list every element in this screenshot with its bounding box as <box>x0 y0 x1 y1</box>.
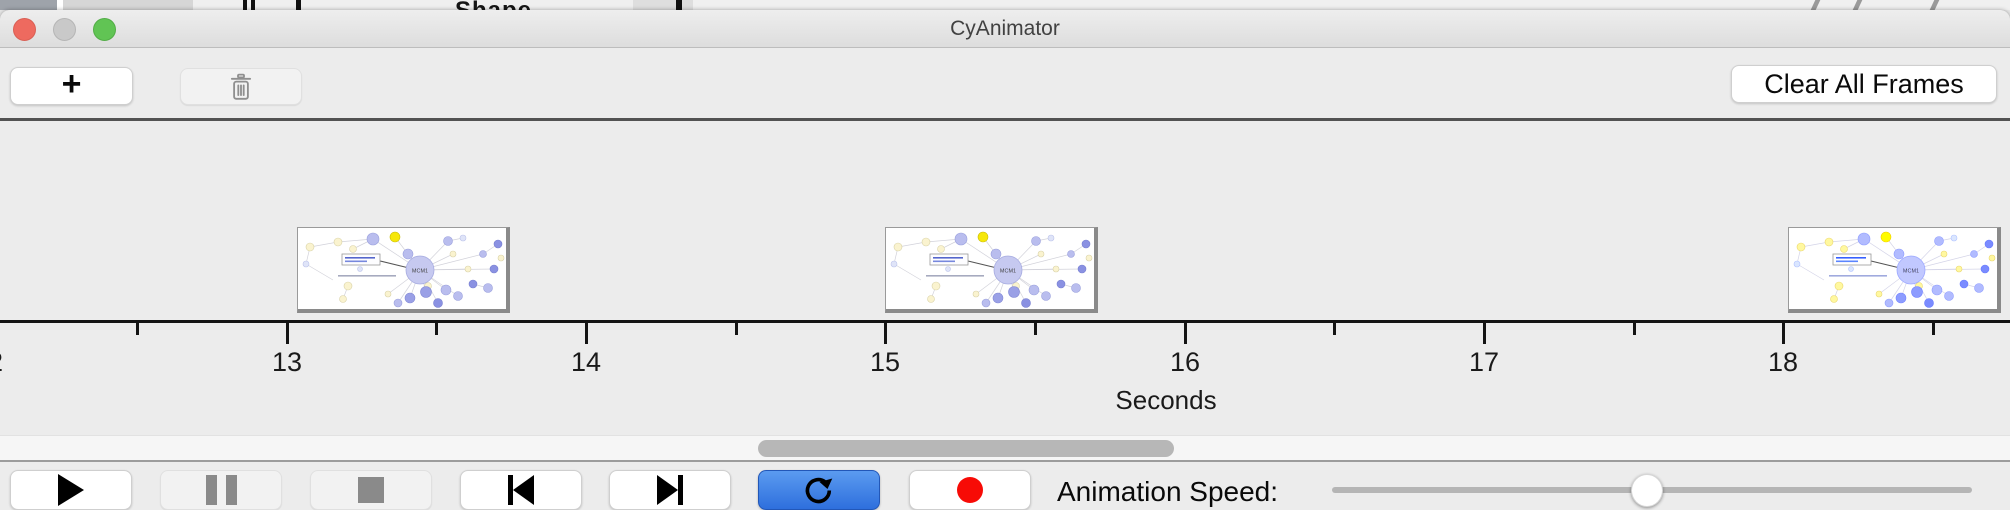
timeline-axis <box>0 320 2010 323</box>
background-window-text: Shape <box>455 0 532 10</box>
timeline-panel[interactable]: 12 13 14 15 16 17 18 Seconds <box>0 121 2010 435</box>
background-window-strip: Shape <box>0 0 2010 10</box>
axis-tick <box>734 323 738 335</box>
skip-to-end-button[interactable] <box>609 470 731 510</box>
play-button[interactable] <box>10 470 132 510</box>
zoom-window-icon[interactable] <box>93 18 116 41</box>
play-icon <box>58 474 84 506</box>
axis-unit-label: Seconds <box>1115 385 1217 415</box>
axis-tick-label: 15 <box>869 347 901 377</box>
delete-frame-button[interactable] <box>180 68 302 105</box>
axis-tick <box>1183 323 1187 344</box>
axis-tick <box>285 323 289 344</box>
background-fragment <box>693 0 2010 10</box>
frame-thumbnail-13s[interactable] <box>297 227 510 313</box>
axis-tick <box>1931 323 1935 335</box>
axis-tick <box>1632 323 1636 335</box>
timeline-scrollbar[interactable] <box>0 435 2010 461</box>
stop-icon <box>358 477 384 503</box>
frame-thumbnail-18s[interactable] <box>1788 227 2001 313</box>
transport-divider <box>0 460 2010 462</box>
stop-button[interactable] <box>310 470 432 510</box>
background-fragment <box>57 0 63 10</box>
transport-bar: Animation Speed: <box>0 462 2010 510</box>
cyanimator-window: CyAnimator + Clear A <box>0 10 2010 510</box>
background-fragment <box>243 0 247 10</box>
toolbar-divider <box>0 118 2010 121</box>
axis-tick <box>883 323 887 344</box>
background-fragment <box>0 0 57 10</box>
skip-to-end-icon <box>657 475 678 505</box>
clear-all-frames-button[interactable]: Clear All Frames <box>1731 65 1997 103</box>
animation-speed-slider[interactable] <box>1332 474 1972 507</box>
axis-tick <box>1332 323 1336 335</box>
window-title: CyAnimator <box>950 17 1060 40</box>
scrollbar-thumb[interactable] <box>758 440 1174 457</box>
minimize-window-icon[interactable] <box>53 18 76 41</box>
plus-icon: + <box>61 64 82 103</box>
axis-tick-label: 14 <box>570 347 602 377</box>
background-fragment <box>63 0 193 10</box>
axis-tick <box>584 323 588 344</box>
background-fragment <box>296 0 301 10</box>
close-window-icon[interactable] <box>13 18 36 41</box>
record-button[interactable] <box>909 470 1031 510</box>
pause-button[interactable] <box>160 470 282 510</box>
axis-tick <box>1033 323 1037 335</box>
slider-thumb[interactable] <box>1630 474 1663 507</box>
axis-tick <box>1781 323 1785 344</box>
animation-speed-label: Animation Speed: <box>1057 476 1279 507</box>
title-bar[interactable]: CyAnimator <box>0 10 2010 48</box>
axis-tick <box>1482 323 1486 344</box>
skip-to-start-button[interactable] <box>460 470 582 510</box>
trash-icon <box>230 73 252 100</box>
axis-tick-label: 17 <box>1468 347 1500 377</box>
axis-tick-label: 12 <box>0 347 3 378</box>
axis-tick-label: 18 <box>1767 347 1799 377</box>
frame-thumbnail-15s[interactable] <box>885 227 1098 313</box>
frame-toolbar: + Clear All Frames <box>0 48 2010 118</box>
axis-tick <box>434 323 438 335</box>
background-fragment <box>251 0 255 10</box>
background-fragment <box>193 0 633 10</box>
clear-all-frames-label: Clear All Frames <box>1764 68 1964 99</box>
loop-icon <box>805 477 833 504</box>
record-icon <box>957 477 983 503</box>
loop-button[interactable] <box>758 470 880 510</box>
axis-tick <box>135 323 139 335</box>
add-frame-button[interactable]: + <box>10 64 133 105</box>
skip-to-start-icon <box>508 475 513 505</box>
axis-tick-label: 13 <box>271 347 303 377</box>
pause-icon <box>205 475 217 505</box>
axis-tick-label: 16 <box>1169 347 1201 377</box>
background-fragment <box>633 0 693 10</box>
background-fragment <box>676 0 682 10</box>
